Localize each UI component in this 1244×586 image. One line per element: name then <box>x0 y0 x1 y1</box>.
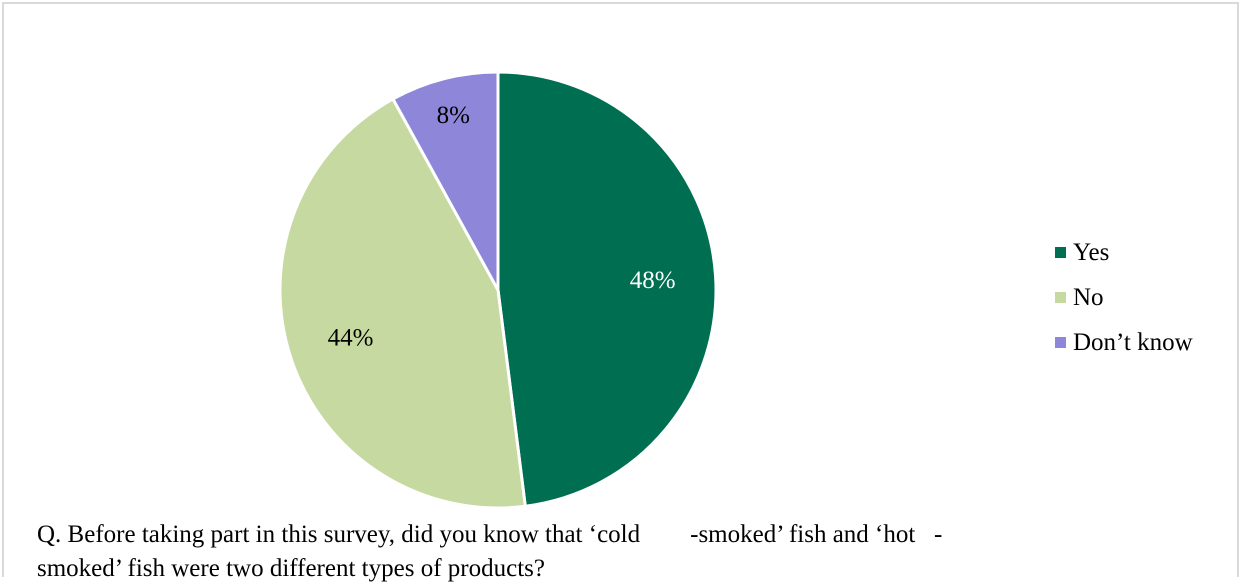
legend-label-yes: Yes <box>1073 239 1110 266</box>
legend-swatch-no <box>1055 292 1066 303</box>
legend-swatch-yes <box>1055 247 1066 258</box>
legend-item-no: No <box>1055 275 1193 320</box>
data-label-no: 44% <box>328 324 374 351</box>
chart-frame <box>2 2 1239 577</box>
survey-question-line-2: smoked’ fish were two different types of… <box>37 555 545 582</box>
legend-label-don-t-know: Don’t know <box>1073 329 1193 356</box>
survey-question: Q. Before taking part in this survey, di… <box>37 518 942 586</box>
pie-slice-no <box>278 96 527 510</box>
survey-question-line-1: Q. Before taking part in this survey, di… <box>37 521 943 548</box>
legend-item-don-t-know: Don’t know <box>1055 320 1193 365</box>
data-label-yes: 48% <box>630 267 676 294</box>
legend-label-no: No <box>1073 284 1104 311</box>
pie-slice-don-t-know <box>390 70 500 291</box>
legend: Yes No Don’t know <box>1055 230 1193 365</box>
pie-slice-yes <box>496 70 718 508</box>
data-label-don-t-know: 8% <box>437 102 470 129</box>
legend-item-yes: Yes <box>1055 230 1193 275</box>
legend-swatch-don-t-know <box>1055 337 1066 348</box>
